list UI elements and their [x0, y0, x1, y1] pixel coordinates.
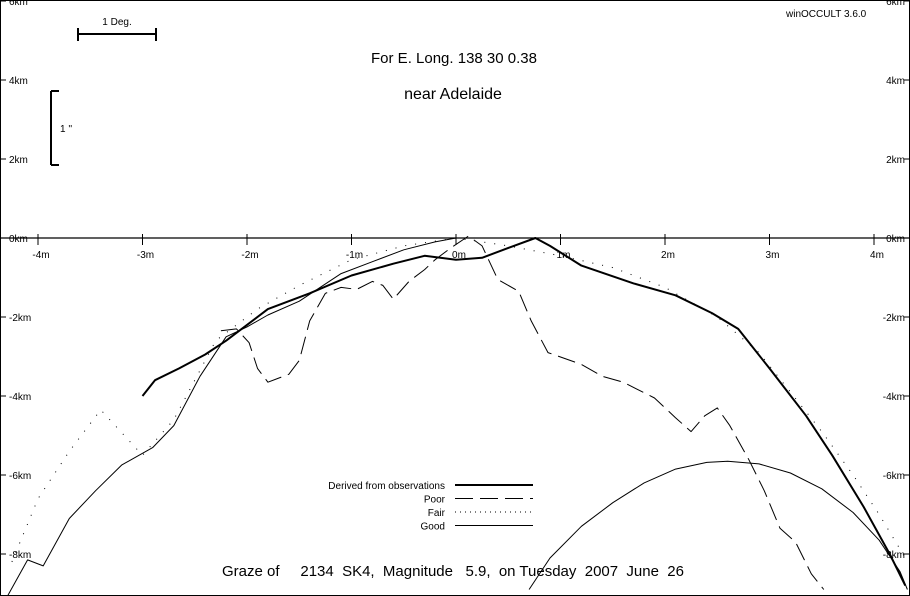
y-tick-label-left: 4km — [9, 76, 28, 87]
y-tick-label-left: 6km — [9, 0, 28, 8]
y-tick-label-right: -6km — [883, 471, 905, 482]
profile-series — [6, 235, 908, 596]
y-tick-label-right: 2km — [886, 155, 905, 166]
series-dotted-2 — [11, 237, 906, 563]
x-tick-label: 3m — [766, 250, 780, 261]
legend-label: Poor — [424, 495, 446, 506]
chart-subtitle: near Adelaide — [404, 86, 502, 103]
degree-scale-label: 1 Deg. — [102, 17, 131, 28]
x-tick-label: 4m — [870, 250, 884, 261]
axis-ticks: -4m -3m -2m -1m 0m 1m 2m 3m 4m6km4km2km0km-2km-4… — [0, 0, 910, 561]
x-tick-label: 0m — [452, 250, 466, 261]
y-tick-label-left: -8km — [9, 550, 31, 561]
legend-label: Good — [421, 522, 445, 533]
x-tick-label: -2m — [241, 250, 258, 261]
arcsec-scale-label: 1 '' — [60, 124, 72, 135]
scale-bars: 1 Deg. 1 '' — [50, 17, 157, 166]
series-thin-4 — [528, 460, 908, 590]
y-tick-label-right: -8km — [883, 550, 905, 561]
series-thin-3 — [6, 237, 457, 596]
y-tick-label-left: -4km — [9, 392, 31, 403]
x-tick-label: -3m — [137, 250, 154, 261]
legend-label: Derived from observations — [328, 481, 445, 492]
x-tick-label: -1m — [346, 250, 363, 261]
chart-title: For E. Long. 138 30 0.38 — [371, 50, 537, 67]
software-version: winOCCULT 3.6.0 — [785, 9, 867, 20]
y-tick-label-right: 4km — [886, 76, 905, 87]
x-tick-label: 2m — [661, 250, 675, 261]
series-thick-0 — [141, 237, 907, 587]
series-dashed-1 — [220, 235, 825, 590]
chart-footer: Graze of 2134 SK4, Magnitude 5.9, on Tue… — [222, 563, 684, 580]
y-tick-label-left: 0km — [9, 234, 28, 245]
legend: Derived from observations Poor Fair Good — [328, 481, 533, 533]
x-tick-label: -4m — [32, 250, 49, 261]
y-tick-label-left: 2km — [9, 155, 28, 166]
y-tick-label-right: -2km — [883, 313, 905, 324]
y-tick-label-right: -4km — [883, 392, 905, 403]
y-tick-label-left: -6km — [9, 471, 31, 482]
legend-label: Fair — [428, 508, 446, 519]
y-tick-label-left: -2km — [9, 313, 31, 324]
y-tick-label-right: 6km — [886, 0, 905, 8]
y-tick-label-right: 0km — [886, 234, 905, 245]
